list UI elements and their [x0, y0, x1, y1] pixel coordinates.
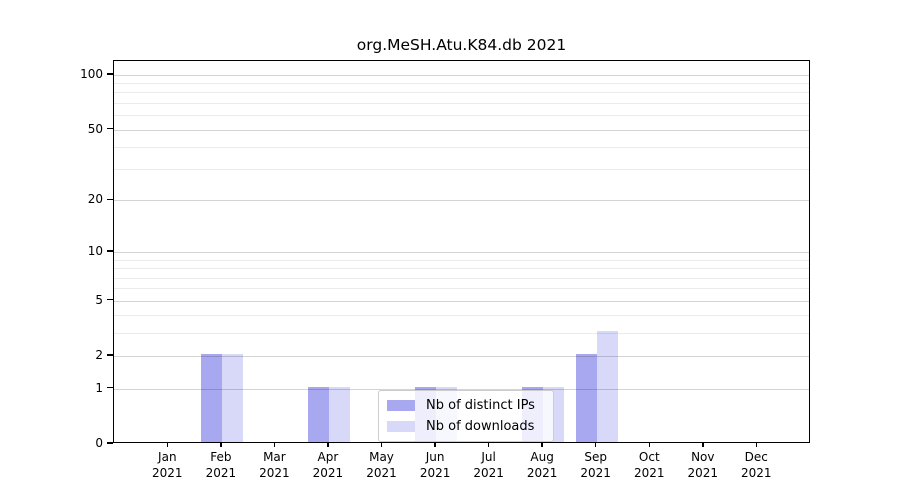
minor-gridline: [114, 268, 809, 270]
minor-gridline: [114, 277, 809, 279]
major-gridline: [114, 74, 809, 76]
x-tick-mark: [327, 442, 329, 447]
x-tick-label-jan: Jan 2021: [135, 449, 199, 481]
minor-gridline: [114, 169, 809, 171]
x-tick-year: 2021: [473, 466, 504, 480]
y-tick-label: 100: [80, 66, 103, 81]
x-tick-label-may: May 2021: [350, 449, 414, 481]
x-tick-year: 2021: [634, 466, 665, 480]
x-tick-year: 2021: [259, 466, 290, 480]
minor-gridline: [114, 83, 809, 85]
x-tick-month: Feb: [210, 450, 232, 464]
x-tick-mark: [487, 442, 490, 447]
x-tick-mark: [166, 442, 169, 447]
y-tick-mark: [107, 298, 113, 301]
y-tick-mark: [107, 198, 113, 201]
bar-downloads-sep: [596, 331, 618, 442]
minor-gridline: [114, 259, 809, 261]
x-tick-label-mar: Mar 2021: [242, 449, 306, 481]
y-tick-label: 10: [87, 244, 103, 259]
x-tick-month: Apr: [317, 450, 339, 464]
minor-gridline: [114, 103, 809, 104]
y-tick-label: 5: [95, 292, 103, 307]
major-gridline: [114, 129, 809, 131]
x-tick-month: Jun: [425, 450, 445, 464]
x-tick-year: 2021: [526, 466, 558, 480]
y-tick-label: 50: [87, 121, 103, 136]
major-gridline: [114, 388, 809, 390]
minor-gridline: [114, 146, 809, 148]
bar-distinct-ips-apr: [307, 386, 329, 442]
x-tick-label-oct: Oct 2021: [617, 449, 681, 481]
x-tick-month: Mar: [263, 450, 286, 464]
minor-gridline: [114, 333, 809, 335]
x-tick-month: Aug: [530, 450, 554, 464]
x-tick-month: Jul: [481, 450, 496, 464]
x-tick-label-jul: Jul 2021: [457, 449, 521, 481]
x-tick-mark: [594, 442, 597, 447]
y-tick-mark: [107, 250, 113, 252]
minor-gridline: [114, 92, 809, 94]
chart-title: org.MeSH.Atu.K84.db 2021: [356, 36, 567, 54]
major-gridline: [114, 252, 809, 254]
x-tick-label-aug: Aug 2021: [510, 449, 574, 481]
x-tick-label-nov: Nov 2021: [671, 449, 735, 481]
x-tick-mark: [702, 442, 704, 447]
bar-downloads-feb: [221, 354, 243, 442]
y-tick-mark: [107, 73, 113, 75]
x-tick-year: 2021: [152, 466, 183, 480]
x-tick-year: 2021: [366, 466, 397, 480]
x-tick-mark: [648, 442, 651, 447]
y-tick-label: 20: [87, 192, 103, 207]
major-gridline: [114, 300, 809, 302]
legend-label-downloads: Nb of downloads: [426, 419, 535, 434]
x-tick-month: Jan: [158, 450, 177, 464]
x-tick-month: Sep: [584, 450, 607, 464]
y-tick-label: 1: [95, 380, 103, 395]
x-tick-label-apr: Apr 2021: [296, 449, 360, 481]
x-tick-mark: [541, 442, 543, 447]
y-tick-mark: [107, 354, 113, 356]
x-tick-month: Nov: [691, 450, 715, 464]
legend: Nb of distinct IPs Nb of downloads: [378, 390, 554, 442]
y-tick-mark: [107, 127, 113, 130]
y-tick-label: 2: [95, 348, 103, 363]
y-tick-label: 0: [95, 436, 103, 450]
legend-label-distinct-ips: Nb of distinct IPs: [426, 398, 535, 413]
legend-item-distinct-ips: Nb of distinct IPs: [387, 398, 544, 413]
x-tick-year: 2021: [741, 466, 772, 480]
x-tick-mark: [273, 442, 276, 447]
x-tick-mark: [220, 442, 222, 447]
major-gridline: [114, 200, 809, 202]
x-tick-month: Dec: [744, 450, 768, 464]
x-tick-label-feb: Feb 2021: [189, 449, 253, 481]
bar-distinct-ips-sep: [575, 354, 597, 442]
minor-gridline: [114, 115, 809, 117]
y-tick-mark: [107, 386, 113, 389]
y-tick-mark: [107, 442, 113, 444]
x-tick-mark: [380, 442, 383, 447]
legend-swatch-downloads: [387, 421, 415, 432]
x-tick-label-sep: Sep 2021: [564, 449, 628, 481]
major-gridline: [114, 356, 809, 358]
bar-downloads-apr: [328, 386, 350, 442]
x-tick-label-jun: Jun 2021: [403, 449, 467, 481]
legend-swatch-distinct-ips: [387, 400, 415, 411]
x-tick-year: 2021: [580, 466, 611, 480]
x-tick-year: 2021: [205, 466, 237, 480]
x-tick-mark: [434, 442, 436, 447]
bar-distinct-ips-feb: [200, 354, 222, 442]
x-tick-year: 2021: [687, 466, 719, 480]
x-tick-mark: [755, 442, 758, 447]
x-tick-label-dec: Dec 2021: [724, 449, 788, 481]
minor-gridline: [114, 315, 809, 317]
x-tick-year: 2021: [419, 466, 451, 480]
x-tick-month: Oct: [638, 450, 660, 464]
minor-gridline: [114, 288, 809, 290]
x-tick-year: 2021: [312, 466, 344, 480]
legend-item-downloads: Nb of downloads: [387, 419, 544, 434]
plot-area: Nb of distinct IPs Nb of downloads: [113, 60, 810, 443]
x-tick-month: May: [369, 450, 394, 464]
